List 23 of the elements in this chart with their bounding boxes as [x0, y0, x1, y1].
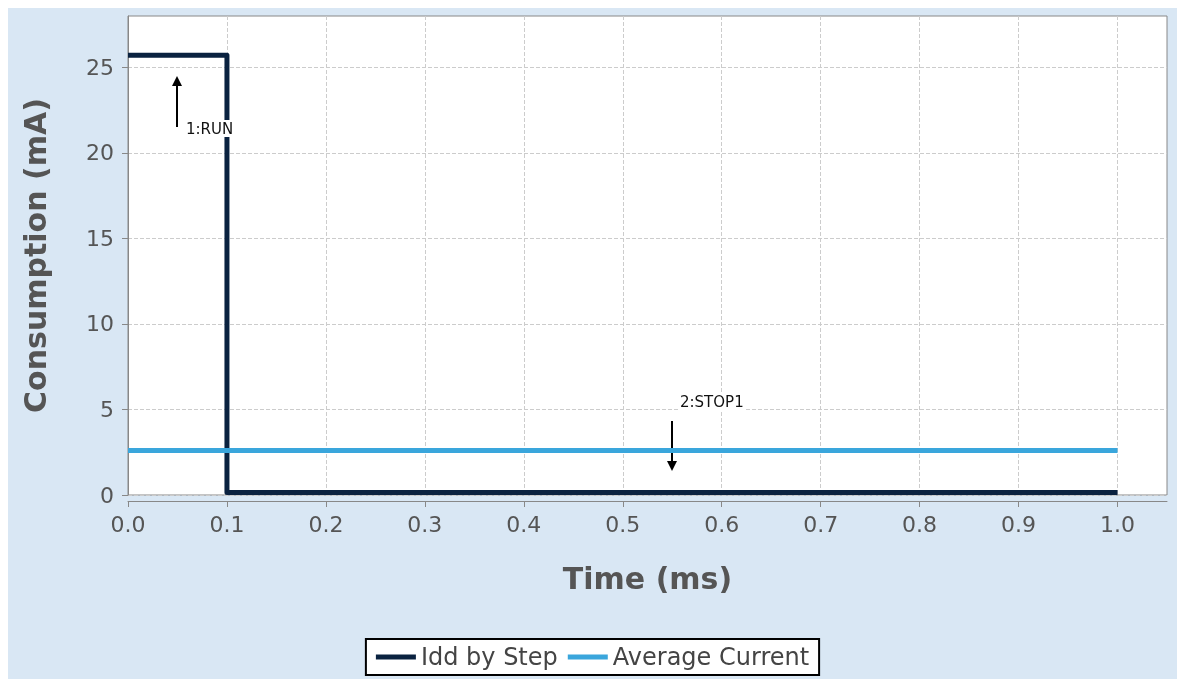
y-tick-label: 5 [100, 396, 114, 422]
y-tick-label: 10 [86, 311, 114, 337]
x-tick-label: 0.5 [605, 511, 641, 537]
y-axis-title: Consumption (mA) [17, 98, 53, 413]
x-tick-label: 1.0 [1100, 511, 1136, 537]
x-tick-label: 0.0 [110, 511, 146, 537]
x-tick-label: 0.1 [209, 511, 245, 537]
y-tick-label: 15 [86, 225, 114, 251]
x-tick-label: 0.4 [506, 511, 542, 537]
legend-label: Average Current [612, 643, 810, 671]
x-axis-title: Time (ms) [562, 560, 733, 596]
x-tick-label: 0.9 [1001, 511, 1037, 537]
x-tick-label: 0.3 [407, 511, 443, 537]
x-tick-label: 0.6 [704, 511, 740, 537]
legend-label: Idd by Step [420, 643, 558, 671]
y-tick-label: 20 [86, 140, 114, 166]
annotation: 1:RUN [186, 119, 234, 138]
annotation: 2:STOP1 [680, 392, 744, 411]
x-tick-label: 0.2 [308, 511, 344, 537]
x-tick-label: 0.8 [902, 511, 938, 537]
y-tick-label: 25 [86, 54, 114, 80]
x-tick-label: 0.7 [803, 511, 839, 537]
y-tick-label: 0 [100, 482, 114, 508]
